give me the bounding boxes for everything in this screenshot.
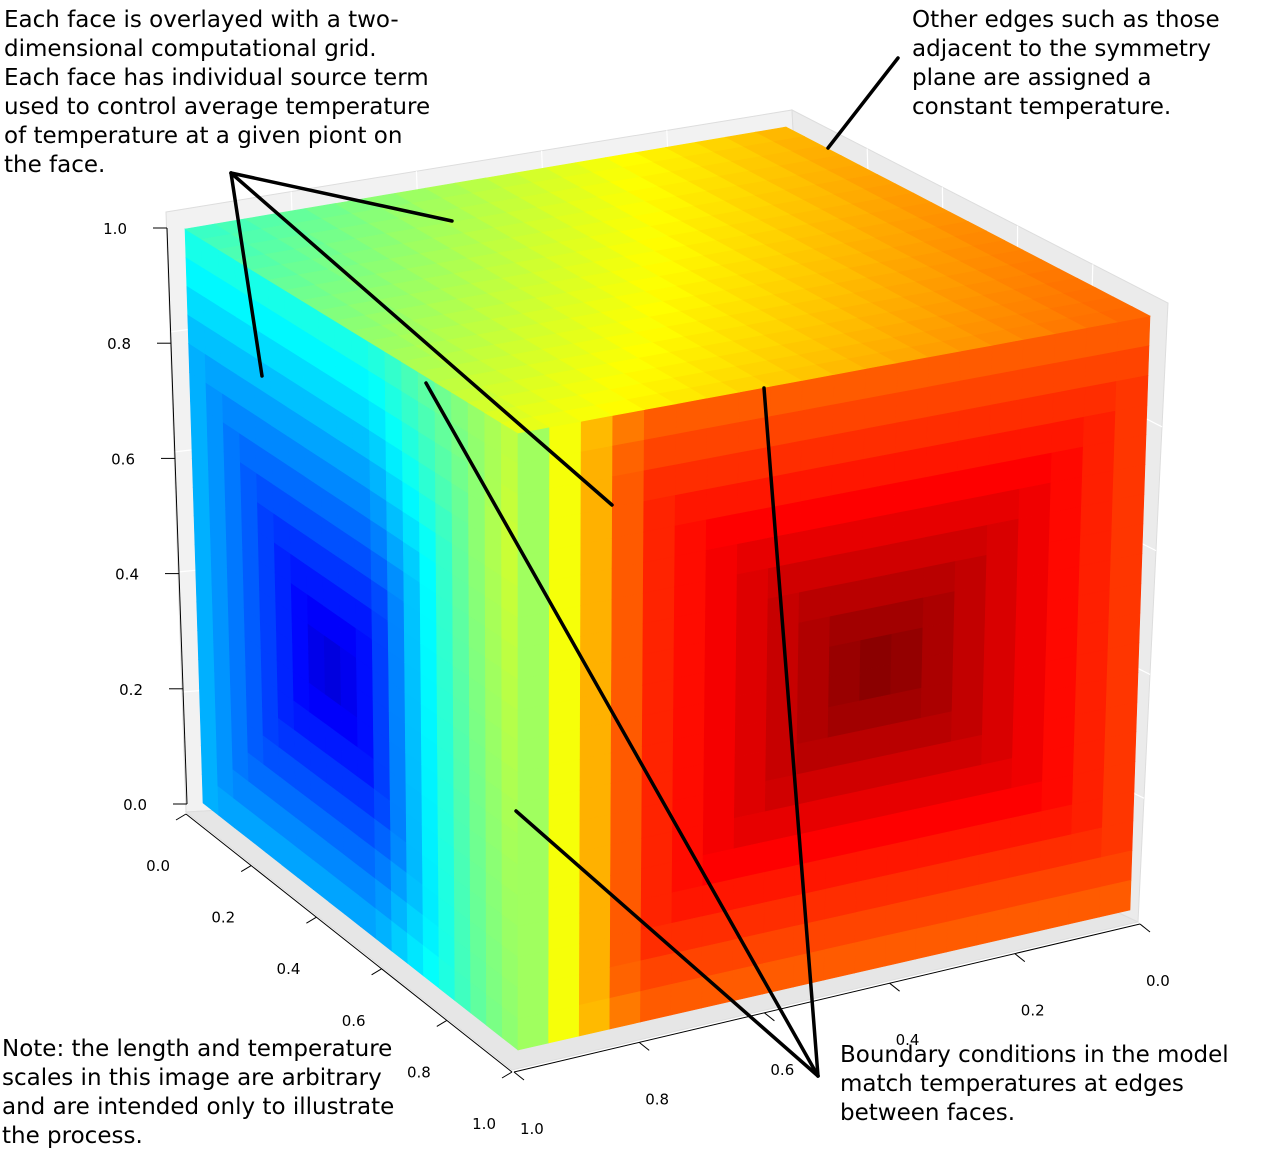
grid-cell (611, 470, 645, 508)
grid-cell (770, 380, 803, 417)
tick-label: 0.4 (115, 566, 139, 584)
right-face (517, 315, 1151, 1051)
grid-cell (643, 433, 677, 472)
tick-mark (306, 916, 317, 924)
grid-cell (801, 404, 834, 442)
tick-mark (764, 1012, 775, 1022)
grid-cell (706, 452, 739, 490)
tick-mark (371, 968, 382, 976)
grid-cell (580, 415, 614, 453)
vertical-axis: 0.0 0.2 0.4 0.6 0.8 1.0 (103, 220, 188, 814)
grid-cell (549, 543, 582, 582)
annotation-boundary-conditions: Boundary conditions in the model match t… (840, 1042, 1229, 1126)
grid-cell (801, 374, 835, 412)
top-face (184, 126, 1151, 434)
grid-cell (675, 428, 708, 466)
tick-label: 0.0 (146, 857, 170, 875)
tick-mark (1139, 923, 1151, 933)
annotation-grid-source-term: Each face is overlayed with a two- dimen… (4, 7, 431, 178)
tick-mark (436, 1019, 448, 1027)
tick-label: 1.0 (472, 1115, 496, 1133)
grid-cell (517, 457, 550, 496)
leader-line (514, 809, 820, 1078)
grid-cell (549, 482, 582, 520)
grid-cell (580, 445, 613, 484)
leader-line (229, 171, 614, 507)
tick-label: 0.4 (277, 960, 301, 978)
tick-label: 0.8 (107, 335, 131, 353)
tick-label: 0.8 (407, 1063, 431, 1081)
left-face (184, 228, 519, 1051)
tick-label: 0.2 (1021, 1002, 1045, 1020)
grid-cell (549, 420, 582, 459)
leader-line (229, 171, 454, 223)
tick-mark (513, 1071, 525, 1081)
tick-label: 0.0 (123, 796, 147, 814)
grid-cell (833, 368, 866, 406)
grid-cell (612, 409, 645, 447)
tick-label: 0.2 (119, 681, 143, 699)
grid-cell (706, 391, 740, 429)
tick-label: 0.6 (770, 1061, 794, 1079)
grid-cell (1099, 306, 1151, 323)
tick-label: 1.0 (520, 1120, 544, 1138)
tick-label: 0.4 (896, 1031, 920, 1049)
grid-cell (517, 488, 550, 526)
tick-mark (501, 1071, 513, 1079)
vertical-axis-line (166, 227, 188, 805)
tick-mark (889, 982, 900, 992)
right-depth-axis: 0.0 0.2 0.4 0.6 0.8 1.0 (513, 923, 1170, 1138)
grid-cell (517, 1011, 549, 1051)
tick-label: 0.0 (1146, 972, 1170, 990)
grid-cell (580, 507, 613, 545)
tick-label: 1.0 (103, 220, 127, 238)
tick-label: 0.8 (645, 1090, 669, 1108)
tick-mark (240, 865, 252, 873)
cube-faces (184, 126, 1151, 1051)
leader-line (762, 386, 820, 1078)
grid-cell (612, 439, 645, 478)
leader-lines (229, 56, 900, 1078)
tick-label: 0.6 (342, 1012, 366, 1030)
tick-label: 0.2 (211, 909, 235, 927)
grid-cell (549, 513, 582, 551)
left-depth-axis-line (185, 813, 513, 1073)
grid-cell (549, 451, 582, 490)
right-depth-axis-line (513, 923, 1141, 1073)
tick-mark (638, 1042, 650, 1051)
leader-line (826, 56, 900, 150)
leader-line (424, 381, 820, 1078)
annotation-arbitrary-scales: Note: the length and temperature scales … (2, 1036, 395, 1149)
grid-cell (674, 458, 708, 496)
tick-mark (1014, 953, 1026, 962)
leader-line (229, 171, 264, 378)
tick-mark (175, 813, 187, 821)
grid-cell (643, 403, 677, 441)
grid-cell (1099, 879, 1132, 918)
tick-label: 0.6 (111, 450, 135, 468)
annotation-constant-temperature: Other edges such as those adjacent to th… (912, 7, 1220, 120)
axis-ticks: 0.00.20.40.60.81.00.00.20.40.60.81.00.00… (103, 220, 1170, 1138)
left-depth-axis: 0.0 0.2 0.4 0.6 0.8 1.0 (146, 813, 513, 1133)
grid-cell (675, 397, 708, 435)
